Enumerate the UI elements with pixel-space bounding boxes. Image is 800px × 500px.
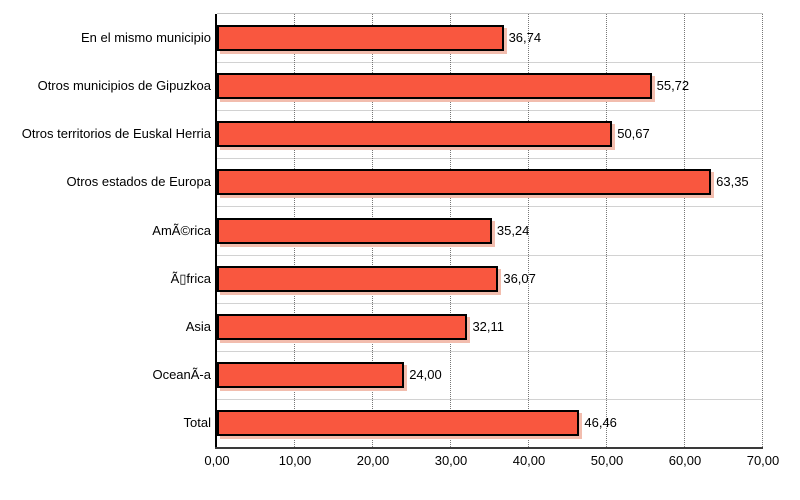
x-tick-label: 10,00 — [278, 453, 312, 468]
x-tick-label: 30,00 — [434, 453, 468, 468]
value-label: 36,74 — [508, 30, 542, 46]
value-label: 50,67 — [617, 126, 650, 142]
gridline — [528, 14, 529, 447]
value-label: 24,00 — [409, 366, 442, 382]
value-label: 55,72 — [656, 78, 690, 94]
value-label: 36,07 — [503, 270, 536, 286]
bar — [217, 73, 652, 100]
x-tick-label: 50,00 — [590, 453, 624, 468]
category-label: Otros estados de Europa — [66, 174, 211, 190]
x-tick-label: 40,00 — [512, 453, 546, 468]
category-label: Otros territorios de Euskal Herria — [21, 126, 211, 142]
bar — [217, 169, 712, 196]
value-label: 32,11 — [472, 318, 505, 334]
category-separator — [217, 398, 763, 400]
bar — [217, 361, 405, 388]
category-separator — [217, 62, 763, 64]
category-separator — [217, 302, 763, 304]
x-tick-label: 20,00 — [356, 453, 390, 468]
value-label: 35,24 — [496, 222, 530, 238]
gridline — [762, 14, 763, 447]
category-separator — [217, 158, 763, 160]
category-label: Otros municipios de Gipuzkoa — [37, 78, 211, 94]
category-label: En el mismo municipio — [80, 30, 211, 46]
category-label: OceanÃ-a — [152, 366, 211, 382]
bar — [217, 217, 492, 244]
bar — [217, 121, 613, 148]
gridline — [684, 14, 685, 447]
bar — [217, 409, 580, 436]
plot-top-border — [217, 13, 763, 14]
bar — [217, 313, 468, 340]
x-tick-label: 70,00 — [746, 453, 780, 468]
category-label: Asia — [185, 318, 211, 334]
category-label: Ã▯frica — [170, 270, 211, 286]
bar — [217, 25, 504, 52]
x-tick-label: 0,00 — [204, 453, 230, 468]
value-label: 46,46 — [584, 414, 617, 430]
category-separator — [217, 206, 763, 208]
x-axis-line — [215, 447, 763, 449]
x-tick-label: 60,00 — [668, 453, 702, 468]
bar — [217, 265, 499, 292]
value-label: 63,35 — [716, 174, 749, 190]
category-separator — [217, 110, 763, 112]
gridline — [606, 14, 607, 447]
category-label: Total — [183, 414, 211, 430]
category-separator — [217, 350, 763, 352]
y-axis-line — [215, 14, 217, 447]
category-label: AmÃ©rica — [152, 222, 211, 238]
category-separator — [217, 254, 763, 256]
